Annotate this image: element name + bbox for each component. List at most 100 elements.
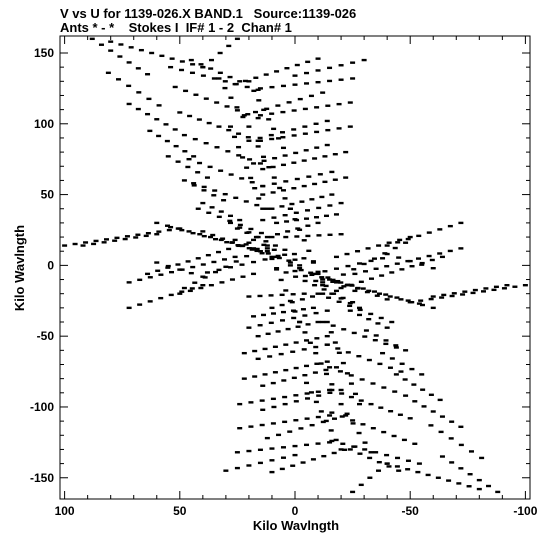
uv-point [269,459,275,462]
uv-point [93,239,99,243]
uv-point [435,476,441,479]
uv-point [282,420,288,424]
uv-point [236,145,242,149]
uv-point [310,306,316,310]
uv-point [275,330,281,333]
uv-point [305,397,311,400]
uv-point [249,248,255,251]
uv-point [252,187,258,190]
uv-point [357,402,363,406]
uv-point [224,105,230,108]
uv-point [362,441,368,444]
uv-point [344,283,350,287]
uv-point [251,162,257,165]
uv-point [255,88,261,92]
uv-point [330,280,336,284]
uv-point [328,429,334,432]
uv-point [438,430,444,434]
uv-point [234,109,240,112]
uv-point [190,265,196,269]
uv-point [282,253,288,256]
uv-point [124,235,130,238]
uv-point [338,201,344,205]
uv-point [338,64,344,67]
uv-point [118,43,124,46]
uv-point [154,118,160,121]
uv-point [237,402,243,406]
uv-point [169,57,175,60]
uv-point [302,374,308,377]
uv-point [293,211,299,214]
uv-point [416,302,422,305]
uv-point [168,65,174,69]
uv-point [370,382,376,385]
uv-point [294,63,300,67]
uv-point [222,192,228,196]
uv-point [208,235,214,239]
uv-point [200,230,206,233]
uv-point [357,452,363,455]
uv-point [322,155,328,158]
uv-point [219,281,225,284]
uv-point [232,238,238,242]
uv-point [314,106,320,109]
uv-point [271,405,277,409]
uv-point [449,461,455,464]
uv-point [126,281,132,284]
uv-point [393,344,399,347]
uv-point [272,244,278,247]
uv-point [257,324,263,327]
uv-point [243,243,249,246]
uv-point [243,200,249,203]
uv-point [236,154,242,157]
uv-point [234,37,240,41]
uv-point [289,300,295,304]
uv-point [512,285,518,288]
uv-point [428,424,434,427]
uv-point [293,394,299,397]
uv-point [382,252,388,255]
y-tick-label: -150 [30,471,54,485]
uv-point [179,228,185,232]
uv-point [269,306,275,310]
uv-point [251,260,257,264]
uv-point [259,423,265,427]
uv-point [264,250,270,253]
uv-point [351,268,357,271]
uv-point [360,423,366,426]
uv-point [239,177,245,180]
uv-point [195,207,201,210]
uv-point [188,271,194,275]
uv-point [137,278,143,282]
uv-point [430,267,436,270]
uv-point [357,313,363,317]
uv-point [383,339,389,342]
uv-point [316,206,322,210]
uv-point [366,289,372,293]
uv-point [172,128,178,131]
uv-point [126,84,132,88]
uv-point [352,392,358,396]
uv-point [282,402,288,406]
uv-point [281,379,287,382]
uv-point [172,85,178,89]
uv-point [248,401,254,404]
uv-point [320,292,326,295]
uv-point [226,128,232,132]
uv-point [430,410,436,413]
uv-point [368,451,374,454]
uv-point [308,94,314,98]
uv-point [389,271,395,274]
uv-point [246,247,252,250]
uv-point [343,414,349,417]
y-tick-label: 50 [41,188,55,202]
uv-point [272,156,278,160]
uv-point [290,309,296,312]
uv-point [316,394,322,397]
uv-point [347,125,353,128]
uv-point [214,101,220,104]
uv-point [244,166,250,169]
uv-point [292,83,298,86]
uv-point [447,249,453,253]
uv-point [105,71,111,75]
